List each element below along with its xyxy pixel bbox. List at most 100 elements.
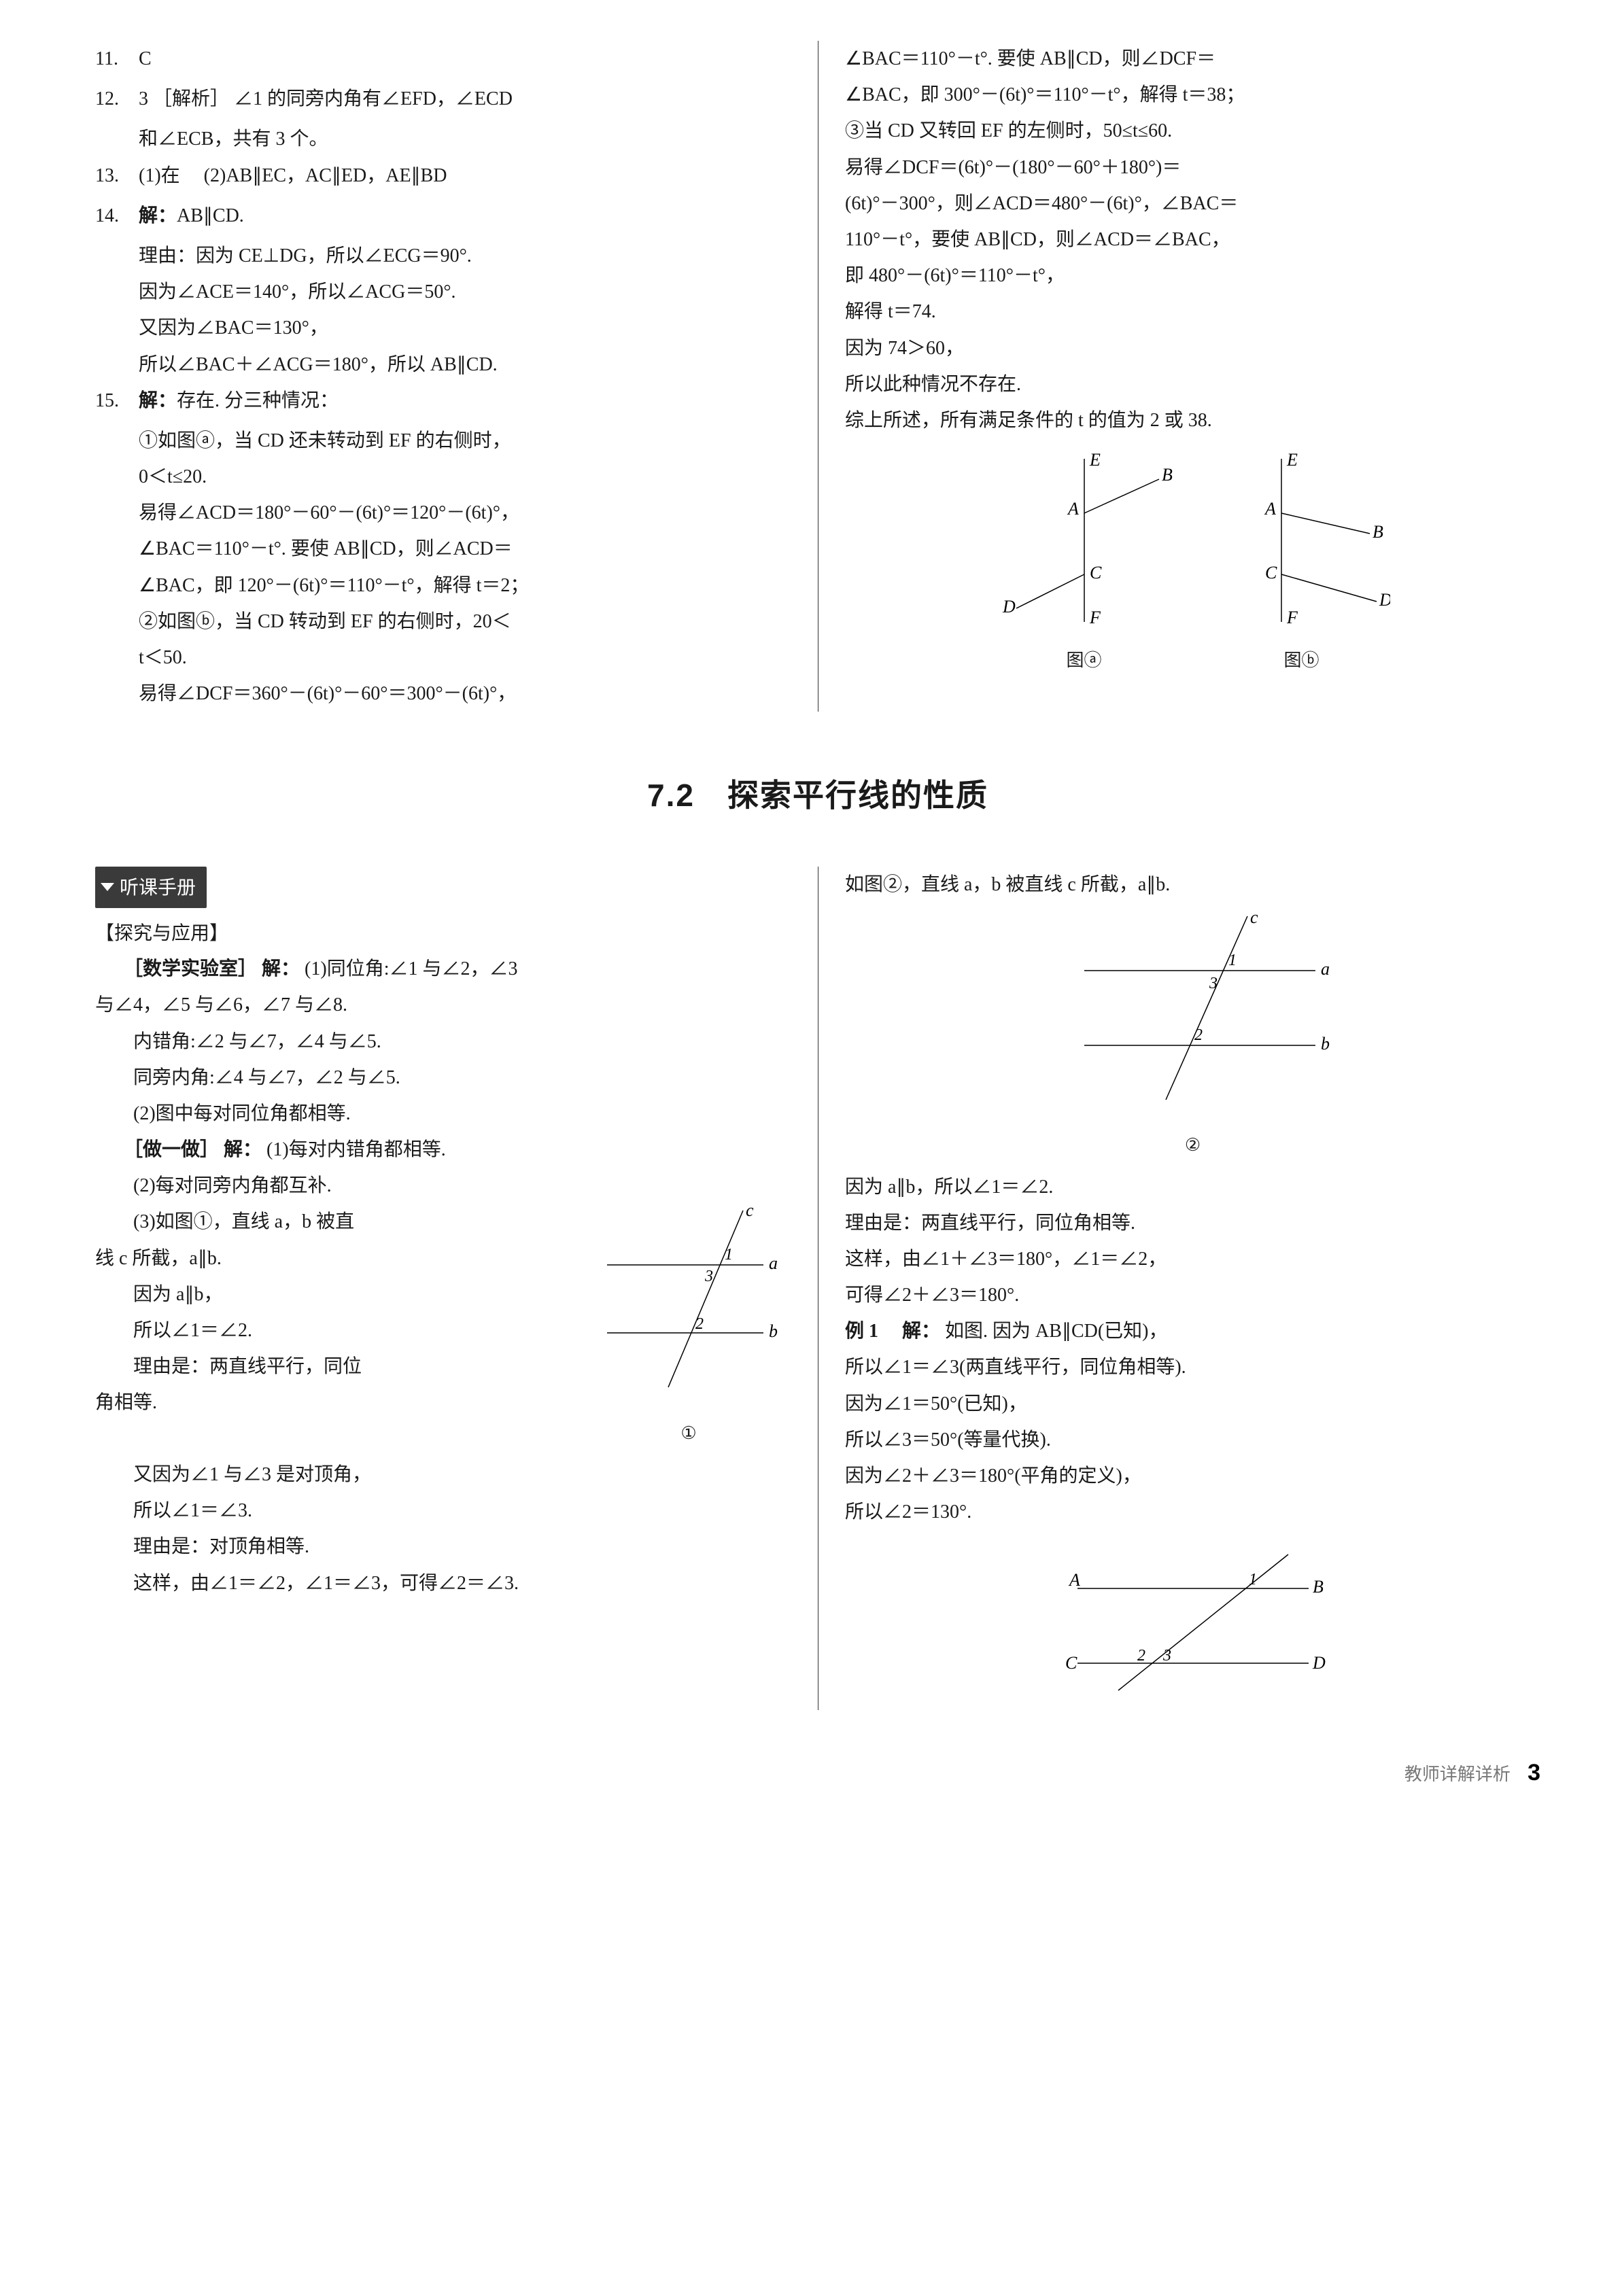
fig2-caption: ② bbox=[845, 1128, 1540, 1162]
fig2-c: c bbox=[1250, 909, 1258, 927]
do1: (1)每对内错角都相等. bbox=[266, 1139, 446, 1160]
upper-figures: E A B C D F 图ⓐ E A bbox=[845, 452, 1540, 678]
ur-l10: 所以此种情况不存在. bbox=[845, 366, 1540, 402]
q11-num: 11. bbox=[95, 41, 139, 77]
q13-num: 13. bbox=[95, 158, 139, 194]
q15-l3: 易得∠ACD＝180°－60°－(6t)°＝120°－(6t)°， bbox=[95, 495, 791, 531]
q15-l4: ∠BAC＝110°－t°. 要使 AB∥CD，则∠ACD＝ bbox=[95, 531, 791, 567]
fig3-n2: 2 bbox=[1137, 1647, 1145, 1665]
ex-label: 例 1 bbox=[845, 1321, 878, 1342]
upper-columns: 11. C 12. 3 ［解析］ ∠1 的同旁内角有∠EFD，∠ECD 和∠EC… bbox=[95, 41, 1540, 712]
ur-l9: 因为 74＞60， bbox=[845, 330, 1540, 366]
lab3-text: 同旁内角:∠4 与∠7，∠2 与∠5. bbox=[133, 1067, 400, 1088]
figure-a-wrap: E A B C D F 图ⓐ bbox=[996, 452, 1173, 678]
p2-text: 所以∠1＝∠2. bbox=[133, 1320, 252, 1341]
ur-l5: (6t)°－300°，则∠ACD＝480°－(6t)°，∠BAC＝ bbox=[845, 186, 1540, 222]
lab3: 同旁内角:∠4 与∠7，∠2 与∠5. bbox=[95, 1060, 791, 1096]
q15-label: 解： bbox=[139, 390, 177, 411]
do-sol: 解： bbox=[224, 1139, 262, 1160]
lr-r1: 如图②，直线 a，b 被直线 c 所截，a∥b. bbox=[845, 867, 1540, 903]
p6: 所以∠1＝∠3. bbox=[95, 1493, 791, 1529]
lr-r2: 因为 a∥b，所以∠1＝∠2. bbox=[845, 1169, 1540, 1205]
section-title: 7.2 探索平行线的性质 bbox=[95, 766, 1540, 825]
figure-3-wrap: A B C D 1 2 3 bbox=[845, 1541, 1540, 1709]
do3a-text: (3)如图①，直线 a，b 被直 bbox=[133, 1211, 354, 1232]
figa-A: A bbox=[1067, 499, 1079, 519]
q12-num: 12. bbox=[95, 81, 139, 117]
q14-l4: 所以∠BAC＋∠ACG＝180°，所以 AB∥CD. bbox=[95, 347, 791, 383]
lab-label: ［数学实验室］ bbox=[133, 958, 257, 979]
figure-b-svg: E A B C D F bbox=[1213, 452, 1390, 629]
fig3-A: A bbox=[1068, 1570, 1080, 1590]
q15-l6: ②如图ⓑ，当 CD 转动到 EF 的右侧时，20＜ bbox=[95, 604, 791, 640]
q14-num: 14. bbox=[95, 198, 139, 234]
do-label: ［做一做］ bbox=[133, 1139, 219, 1160]
lab1b: 与∠4，∠5 与∠6，∠7 与∠8. bbox=[95, 987, 791, 1023]
q15-l7: t＜50. bbox=[95, 640, 791, 676]
fig1-caption: ① bbox=[587, 1416, 791, 1450]
e6: 所以∠2＝130°. bbox=[845, 1494, 1540, 1530]
q14-l1: 理由：因为 CE⊥DG，所以∠ECG＝90°. bbox=[95, 238, 791, 274]
q11-ans: C bbox=[139, 41, 791, 77]
q12-expl1: ∠1 的同旁内角有∠EFD，∠ECD bbox=[234, 88, 513, 109]
figb-C: C bbox=[1265, 563, 1277, 582]
p8: 这样，由∠1＝∠2，∠1＝∠3，可得∠2＝∠3. bbox=[95, 1565, 791, 1601]
triangle-icon bbox=[101, 883, 114, 891]
lab4: (2)图中每对同位角都相等. bbox=[95, 1096, 791, 1132]
p5: 又因为∠1 与∠3 是对顶角， bbox=[95, 1457, 791, 1493]
figa-B: B bbox=[1162, 465, 1173, 485]
fig1-n1: 1 bbox=[725, 1246, 733, 1264]
fig1-c: c bbox=[746, 1204, 754, 1220]
figb-caption: 图ⓑ bbox=[1213, 644, 1390, 677]
q15-l0: 存在. 分三种情况： bbox=[177, 390, 339, 411]
q13: 13. (1)在 (2)AB∥EC，AC∥ED，AE∥BD bbox=[95, 158, 791, 194]
fig3-D: D bbox=[1312, 1653, 1326, 1673]
listen-tag-text: 听课手册 bbox=[120, 869, 196, 905]
footer-page: 3 bbox=[1528, 1760, 1540, 1786]
p1-text: 因为 a∥b， bbox=[133, 1284, 222, 1305]
figure-2-svg: a b c 1 3 2 bbox=[1043, 909, 1343, 1113]
p7: 理由是：对顶角相等. bbox=[95, 1529, 791, 1565]
ur-l7: 即 480°－(6t)°＝110°－t°， bbox=[845, 258, 1540, 294]
ur-l6: 110°－t°，要使 AB∥CD，则∠ACD＝∠BAC， bbox=[845, 222, 1540, 258]
ex1-line: 例 1 解： 如图. 因为 AB∥CD(已知)， bbox=[845, 1313, 1540, 1349]
q15-body: 解：存在. 分三种情况： bbox=[139, 383, 791, 419]
q11: 11. C bbox=[95, 41, 791, 77]
do2: (2)每对同旁内角都互补. bbox=[95, 1168, 791, 1204]
e4: 所以∠3＝50°(等量代换). bbox=[845, 1422, 1540, 1458]
lr-r4: 这样，由∠1＋∠3＝180°，∠1＝∠2， bbox=[845, 1241, 1540, 1277]
lower-columns: 听课手册 【探究与应用】 ［数学实验室］ 解： (1)同位角:∠1 与∠2，∠3… bbox=[95, 867, 1540, 1710]
lr-r5: 可得∠2＋∠3＝180°. bbox=[845, 1277, 1540, 1313]
figb-D: D bbox=[1379, 590, 1390, 610]
ur-l2: ∠BAC，即 300°－(6t)°＝110°－t°，解得 t＝38； bbox=[845, 77, 1540, 113]
ur-l11: 综上所述，所有满足条件的 t 的值为 2 或 38. bbox=[845, 402, 1540, 438]
lower-left-col: 听课手册 【探究与应用】 ［数学实验室］ 解： (1)同位角:∠1 与∠2，∠3… bbox=[95, 867, 818, 1710]
e1: 如图. 因为 AB∥CD(已知)， bbox=[945, 1321, 1167, 1342]
fig3-n3: 3 bbox=[1162, 1647, 1171, 1665]
lab4-text: (2)图中每对同位角都相等. bbox=[133, 1103, 351, 1124]
p3-text: 理由是：两直线平行，同位 bbox=[133, 1356, 362, 1377]
q12-ans: 3 bbox=[139, 88, 148, 109]
q14-l0: AB∥CD. bbox=[177, 205, 244, 226]
lr-r3: 理由是：两直线平行，同位角相等. bbox=[845, 1205, 1540, 1241]
lab1a: (1)同位角:∠1 与∠2，∠3 bbox=[305, 958, 517, 979]
p6-text: 所以∠1＝∠3. bbox=[133, 1500, 252, 1521]
q14-l3: 又因为∠BAC＝130°， bbox=[95, 310, 791, 346]
lab-line1: ［数学实验室］ 解： (1)同位角:∠1 与∠2，∠3 bbox=[95, 951, 791, 987]
figb-F: F bbox=[1286, 608, 1298, 627]
figa-C: C bbox=[1090, 563, 1102, 582]
ur-l3: ③当 CD 又转回 EF 的左侧时，50≤t≤60. bbox=[845, 113, 1540, 149]
ex-sol: 解： bbox=[902, 1321, 940, 1342]
figure-3-svg: A B C D 1 2 3 bbox=[1037, 1541, 1349, 1697]
ur-l8: 解得 t＝74. bbox=[845, 294, 1540, 330]
q14-l2: 因为∠ACE＝140°，所以∠ACG＝50°. bbox=[95, 274, 791, 310]
q13-body: (1)在 (2)AB∥EC，AC∥ED，AE∥BD bbox=[139, 158, 791, 194]
figure-1-wrap: a b c 1 3 2 ① bbox=[587, 1204, 791, 1450]
figa-D: D bbox=[1002, 597, 1016, 616]
figb-B: B bbox=[1373, 522, 1383, 542]
figure-b-wrap: E A B C D F 图ⓑ bbox=[1213, 452, 1390, 678]
q12-body: 3 ［解析］ ∠1 的同旁内角有∠EFD，∠ECD bbox=[139, 81, 791, 117]
fig3-n1: 1 bbox=[1249, 1571, 1257, 1588]
page-root: 11. C 12. 3 ［解析］ ∠1 的同旁内角有∠EFD，∠ECD 和∠EC… bbox=[95, 41, 1540, 1794]
figb-A: A bbox=[1264, 499, 1276, 519]
